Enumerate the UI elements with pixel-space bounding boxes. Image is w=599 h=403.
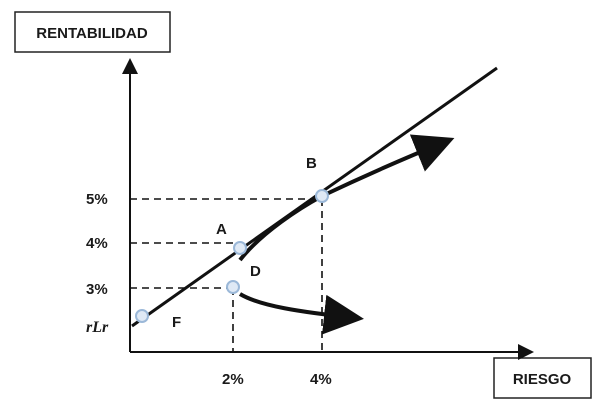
- point-label-F: F: [172, 314, 181, 331]
- guide-lines: [130, 198, 323, 352]
- y-axis-title-box: [14, 11, 171, 53]
- marker-B: [315, 189, 329, 203]
- efficient-frontier-curve: [238, 134, 455, 262]
- point-label-A: A: [216, 221, 227, 238]
- point-label-D: D: [250, 263, 261, 280]
- y-axis-title: RENTABILIDAD: [36, 25, 148, 42]
- point-label-B: B: [306, 155, 317, 172]
- marker-F: [135, 309, 149, 323]
- point-markers: [135, 189, 329, 323]
- y-tick-4pct: 4%: [86, 235, 108, 252]
- y-tick-5pct: 5%: [86, 191, 108, 208]
- x-tick-4pct: 4%: [310, 371, 332, 388]
- x-axis-title: RIESGO: [513, 371, 572, 388]
- marker-A: [233, 241, 247, 255]
- x-tick-2pct: 2%: [222, 371, 244, 388]
- marker-D: [226, 280, 240, 294]
- y-tick-3pct: 3%: [86, 281, 108, 298]
- lower-curve: [238, 292, 364, 335]
- capital-market-line: [131, 66, 498, 328]
- y-tick-rlr: rLr: [86, 319, 109, 336]
- x-axis-title-box: [493, 357, 592, 399]
